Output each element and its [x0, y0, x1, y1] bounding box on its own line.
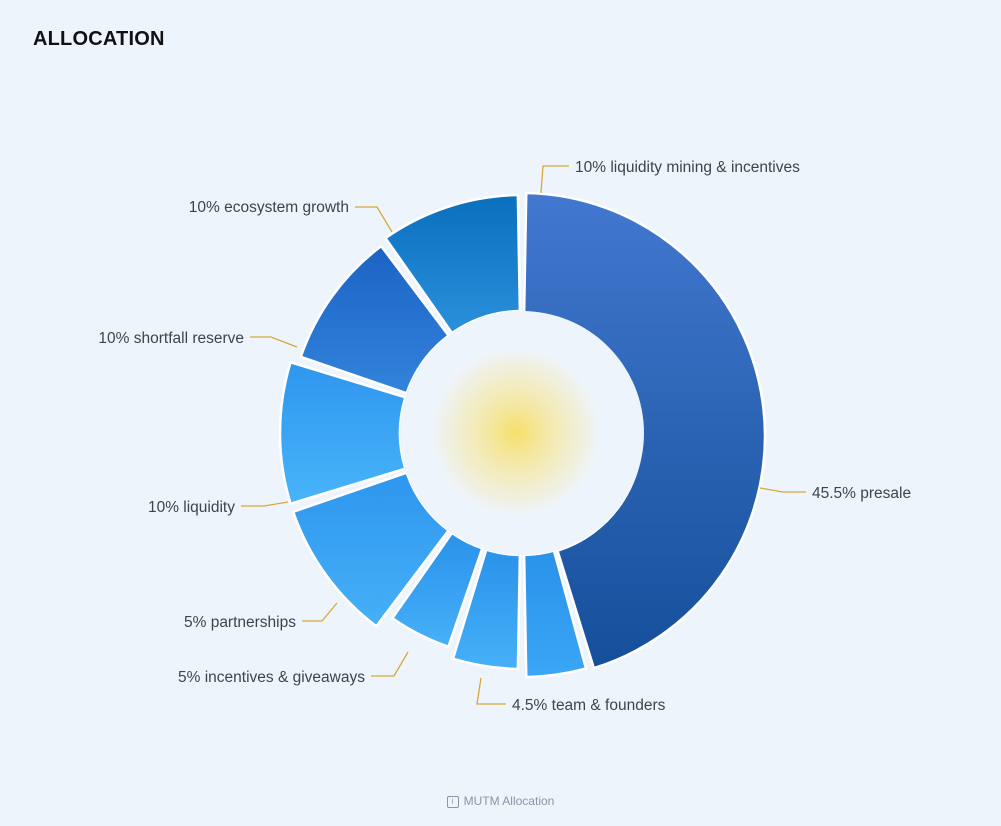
slice-label-3: 5% partnerships	[184, 614, 296, 631]
slice-label-7: 10% liquidity mining & incentives	[575, 159, 800, 176]
leader-line-6	[355, 206, 393, 233]
leader-line-3	[302, 602, 338, 622]
slice-label-1: 4.5% team & founders	[512, 697, 666, 714]
slice-label-0: 45.5% presale	[812, 485, 911, 502]
slice-label-6: 10% ecosystem growth	[189, 199, 349, 216]
info-icon: i	[446, 796, 459, 808]
labels-layer: 45.5% presale 4.5% team & founders 5% ince…	[98, 159, 911, 714]
center-glow	[431, 347, 601, 517]
slice-label-2: 5% incentives & giveaways	[178, 669, 365, 686]
leader-line-4	[241, 501, 289, 507]
slice-label-5: 10% shortfall reserve	[98, 330, 244, 347]
leader-line-7	[540, 165, 569, 194]
slice-label-4: 10% liquidity	[148, 499, 235, 516]
chart-caption: i MUTM Allocation	[0, 794, 1001, 808]
leader-line-2	[371, 651, 409, 677]
caption-text: MUTM Allocation	[463, 794, 555, 808]
leader-line-1	[476, 677, 506, 705]
page-title: ALLOCATION	[33, 28, 165, 50]
leader-line-0	[759, 487, 806, 493]
leader-line-5	[250, 336, 298, 348]
